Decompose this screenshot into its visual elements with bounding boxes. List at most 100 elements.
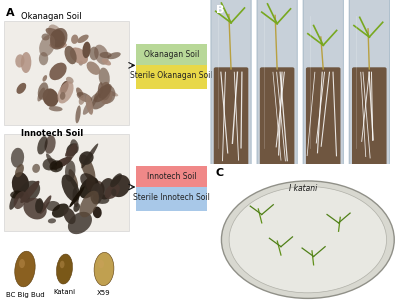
Text: A: A bbox=[6, 8, 15, 18]
Ellipse shape bbox=[37, 136, 48, 154]
Ellipse shape bbox=[104, 90, 118, 96]
Ellipse shape bbox=[46, 154, 57, 171]
Ellipse shape bbox=[80, 191, 99, 217]
Ellipse shape bbox=[60, 261, 64, 268]
FancyBboxPatch shape bbox=[136, 166, 207, 189]
Ellipse shape bbox=[80, 154, 95, 182]
Ellipse shape bbox=[46, 201, 60, 211]
Ellipse shape bbox=[15, 251, 35, 287]
Ellipse shape bbox=[105, 184, 120, 199]
Ellipse shape bbox=[52, 203, 69, 218]
Ellipse shape bbox=[14, 191, 27, 209]
Ellipse shape bbox=[37, 88, 45, 102]
Ellipse shape bbox=[107, 52, 121, 59]
Ellipse shape bbox=[70, 47, 88, 64]
Ellipse shape bbox=[86, 95, 93, 115]
Ellipse shape bbox=[65, 161, 76, 181]
Ellipse shape bbox=[32, 164, 40, 173]
FancyBboxPatch shape bbox=[211, 0, 251, 167]
Ellipse shape bbox=[10, 191, 24, 199]
Ellipse shape bbox=[229, 187, 386, 293]
Ellipse shape bbox=[102, 59, 111, 65]
Ellipse shape bbox=[91, 181, 104, 198]
Ellipse shape bbox=[94, 84, 112, 102]
Ellipse shape bbox=[48, 24, 63, 42]
Ellipse shape bbox=[94, 45, 109, 65]
Bar bbox=[4, 134, 129, 231]
Ellipse shape bbox=[50, 29, 65, 47]
Ellipse shape bbox=[24, 198, 47, 219]
Ellipse shape bbox=[50, 160, 63, 172]
Text: B: B bbox=[216, 5, 224, 15]
Ellipse shape bbox=[99, 67, 110, 87]
Ellipse shape bbox=[19, 259, 25, 268]
Text: Sterile Okanagan Soil: Sterile Okanagan Soil bbox=[130, 71, 213, 81]
Text: BC Big Bud: BC Big Bud bbox=[6, 292, 44, 298]
Ellipse shape bbox=[19, 181, 40, 202]
Ellipse shape bbox=[98, 178, 114, 199]
Ellipse shape bbox=[86, 176, 96, 191]
Ellipse shape bbox=[68, 212, 92, 234]
FancyBboxPatch shape bbox=[352, 67, 386, 166]
Ellipse shape bbox=[110, 175, 130, 197]
FancyBboxPatch shape bbox=[257, 0, 297, 167]
Ellipse shape bbox=[77, 92, 92, 102]
Text: I katani: I katani bbox=[289, 184, 317, 193]
Ellipse shape bbox=[93, 194, 109, 204]
Ellipse shape bbox=[64, 208, 76, 224]
Ellipse shape bbox=[70, 139, 79, 154]
Ellipse shape bbox=[79, 151, 94, 165]
Ellipse shape bbox=[42, 75, 47, 81]
Ellipse shape bbox=[66, 77, 74, 84]
FancyBboxPatch shape bbox=[306, 67, 340, 166]
Text: Okanagan Soil: Okanagan Soil bbox=[144, 50, 199, 59]
Ellipse shape bbox=[222, 181, 394, 299]
Ellipse shape bbox=[65, 143, 77, 157]
Ellipse shape bbox=[20, 189, 30, 203]
Ellipse shape bbox=[51, 157, 72, 170]
FancyBboxPatch shape bbox=[214, 67, 248, 166]
Ellipse shape bbox=[60, 92, 66, 100]
Ellipse shape bbox=[62, 174, 80, 202]
Ellipse shape bbox=[110, 173, 122, 187]
Ellipse shape bbox=[44, 135, 56, 154]
Ellipse shape bbox=[62, 147, 78, 166]
Ellipse shape bbox=[56, 254, 72, 284]
Ellipse shape bbox=[100, 82, 111, 100]
Ellipse shape bbox=[46, 28, 65, 40]
Ellipse shape bbox=[49, 63, 67, 80]
FancyBboxPatch shape bbox=[136, 44, 207, 68]
Text: Sterile Innotech Soil: Sterile Innotech Soil bbox=[133, 193, 210, 202]
Ellipse shape bbox=[79, 177, 98, 199]
Text: C: C bbox=[216, 168, 224, 178]
Ellipse shape bbox=[90, 183, 103, 205]
Ellipse shape bbox=[39, 35, 55, 57]
Ellipse shape bbox=[80, 173, 100, 192]
Ellipse shape bbox=[72, 188, 79, 207]
Text: Katani: Katani bbox=[54, 289, 76, 295]
Text: Innotech Soil: Innotech Soil bbox=[147, 172, 196, 181]
Ellipse shape bbox=[68, 169, 78, 189]
Ellipse shape bbox=[20, 181, 40, 203]
Ellipse shape bbox=[58, 81, 74, 103]
Text: Innotech Soil: Innotech Soil bbox=[21, 129, 83, 138]
Ellipse shape bbox=[76, 88, 84, 98]
Ellipse shape bbox=[77, 35, 89, 43]
Ellipse shape bbox=[100, 89, 112, 104]
Ellipse shape bbox=[100, 85, 116, 103]
Ellipse shape bbox=[93, 206, 102, 218]
Ellipse shape bbox=[9, 189, 20, 210]
Ellipse shape bbox=[42, 158, 57, 171]
Ellipse shape bbox=[40, 195, 51, 214]
Ellipse shape bbox=[69, 186, 85, 207]
FancyBboxPatch shape bbox=[349, 0, 390, 167]
Ellipse shape bbox=[111, 188, 116, 196]
Bar bbox=[4, 21, 129, 125]
Ellipse shape bbox=[21, 52, 31, 73]
Ellipse shape bbox=[100, 52, 112, 58]
FancyBboxPatch shape bbox=[136, 65, 207, 89]
Text: Okanagan Soil: Okanagan Soil bbox=[21, 12, 82, 21]
Ellipse shape bbox=[16, 83, 26, 94]
Ellipse shape bbox=[92, 92, 109, 109]
Ellipse shape bbox=[15, 54, 24, 67]
